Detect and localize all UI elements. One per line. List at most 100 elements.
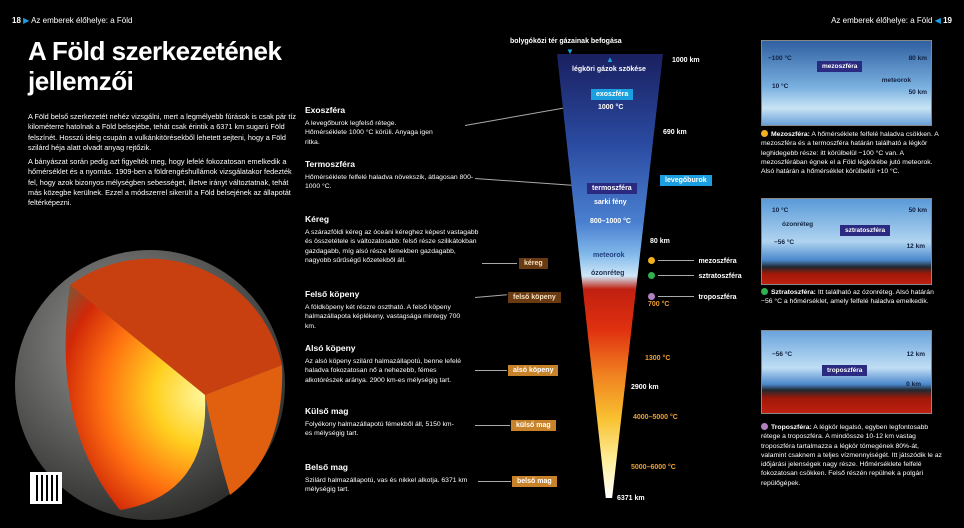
page-number: 18 [12, 16, 21, 25]
panel-label: −56 °C [774, 239, 795, 246]
panel-label: −56 °C [772, 351, 793, 358]
depth-label: 80 km [650, 238, 670, 245]
layer-crust: Kéreg A szárazföldi kéreg az óceáni kéreg… [305, 214, 505, 266]
layer-title: Termoszféra [305, 159, 355, 169]
layer-title: Felső köpeny [305, 289, 360, 299]
stratosphere-description: Sztratoszféra: Itt található az ózonréte… [761, 288, 946, 307]
qr-code[interactable] [30, 472, 62, 504]
legend-troposphere: troposzféra [648, 286, 737, 304]
panel-label: 12 km [906, 243, 925, 250]
upper-mantle-tag: felső köpeny [508, 292, 561, 303]
exosphere-temp: 1000 °C [598, 104, 624, 111]
panel-title-tag: troposzféra [822, 365, 868, 376]
depth-label: 690 km [663, 129, 687, 136]
triangle-left-icon: ◀ [934, 16, 941, 25]
arrow-down-icon: ▼ [566, 47, 574, 56]
layer-exosphere: Exoszféra A levegőburok legfelső rétege. … [305, 105, 505, 147]
description-text: A hőmérséklete felfelé haladva csökken. … [761, 131, 939, 176]
layer-outer-core: Külső mag Folyékony halmazállapotú fémekb… [305, 406, 505, 439]
panel-label: 50 km [908, 89, 927, 96]
paragraph: A bányászat során pedig azt figyelték me… [28, 157, 292, 208]
legend-label: troposzféra [698, 294, 737, 301]
running-title: Az emberek élőhelye: a Föld [831, 16, 933, 25]
thermosphere-temp: 800–1000 °C [590, 218, 631, 225]
stratosphere-panel: 10 °C ózonréteg −56 °C 50 km 12 km sztra… [761, 198, 932, 285]
earth-cutaway-illustration [15, 250, 285, 520]
running-title: Az emberek élőhelye: a Föld [31, 16, 133, 25]
temp-label: 700 °C [648, 301, 670, 308]
troposphere-panel: −56 °C 12 km 0 km troposzféra [761, 330, 932, 414]
cutaway-side [205, 365, 283, 495]
legend-label: sztratoszféra [698, 273, 742, 280]
layer-title: Belső mag [305, 462, 348, 472]
cutaway-front [65, 285, 206, 510]
stratosphere-dot-icon [761, 288, 768, 295]
panel-label: 50 km [908, 207, 927, 214]
connector-line [478, 481, 511, 482]
layer-text: A levegőburok legfelső rétege. Hőmérsékl… [305, 119, 433, 146]
connector-line [482, 263, 517, 264]
aurora-label: sarki fény [594, 199, 627, 206]
gas-escape-label: légköri gázok szökése [572, 66, 646, 73]
layer-text: A szárazföldi kéreg az óceáni kéreghez k… [305, 228, 479, 265]
description-text: A légkör legalsó, egyben legfontosabb ré… [761, 424, 942, 487]
panel-title-tag: sztratoszféra [840, 225, 891, 236]
description-heading: Sztratoszféra: [771, 289, 816, 296]
layer-inner-core: Belső mag Szilárd halmazállapotú, vas és … [305, 462, 505, 495]
gas-capture-label: bolygóközi tér gázainak befogása [510, 38, 622, 45]
atmosphere-tag: levegőburok [660, 175, 712, 186]
paragraph: A Föld belső szerkezetét nehéz vizsgálni… [28, 112, 297, 152]
panel-label: 10 °C [772, 207, 789, 214]
right-header: Az emberek élőhelye: a Föld ◀ 19 [831, 16, 952, 25]
arrow-up-icon: ▲ [606, 55, 614, 64]
mesosphere-description: Mezoszféra: A hőmérséklete felfelé halad… [761, 130, 946, 176]
layer-title: Kéreg [305, 214, 330, 224]
layer-upper-mantle: Felső köpeny A földköpeny két részre oszt… [305, 289, 505, 331]
connector-line [475, 370, 507, 371]
exosphere-tag: exoszféra [591, 89, 634, 100]
description-heading: Mezoszféra: [771, 131, 810, 138]
panel-label: 80 km [908, 55, 927, 62]
page-number: 19 [943, 16, 952, 25]
layer-text: A földköpeny két részre osztható. A fels… [305, 303, 461, 330]
temp-label: 4000–5000 °C [633, 414, 678, 421]
description-heading: Troposzféra: [771, 424, 812, 431]
panel-label: 10 °C [772, 83, 789, 90]
layer-title: Külső mag [305, 406, 349, 416]
lower-mantle-tag: alsó köpeny [508, 365, 559, 376]
temp-label: 5000–6000 °C [631, 464, 676, 471]
temp-label: 1300 °C [645, 355, 671, 362]
panel-label: ózonréteg [782, 221, 814, 228]
left-header: 18 ▶ Az emberek élőhelye: a Föld [12, 16, 132, 25]
layer-lower-mantle: Alsó köpeny Az alsó köpeny szilárd halmaz… [305, 343, 505, 385]
mesosphere-panel: −100 °C 10 °C 80 km 50 km meteorok mezos… [761, 40, 932, 126]
panel-title-tag: mezoszféra [817, 61, 863, 72]
connector-line [475, 425, 510, 426]
meteors-label: meteorok [593, 252, 625, 259]
description-text: Itt található az ózonréteg. Alsó határán… [761, 289, 934, 306]
depth-label: 6371 km [617, 495, 645, 502]
layer-title: Exoszféra [305, 105, 346, 115]
troposphere-dot-icon [761, 423, 768, 430]
panel-label: 0 km [906, 381, 921, 388]
panel-label: 12 km [906, 351, 925, 358]
crust-tag: kéreg [519, 258, 548, 269]
cutaway-top [70, 258, 282, 395]
layer-text: Hőmérséklete felfelé haladva növekszik, … [305, 173, 474, 191]
layer-text: Az alsó köpeny szilárd halmazállapotú, b… [305, 357, 462, 384]
outer-core-tag: külső mag [511, 420, 556, 431]
ozone-label: ózonréteg [591, 270, 625, 277]
troposphere-description: Troposzféra: A légkör legalsó, egyben le… [761, 423, 946, 488]
legend-mesosphere: mezoszféra [648, 250, 737, 268]
mesosphere-dot-icon [648, 257, 655, 264]
layer-title: Alsó köpeny [305, 343, 356, 353]
legend-stratosphere: sztratoszféra [648, 265, 742, 283]
legend-label: mezoszféra [698, 258, 737, 265]
troposphere-dot-icon [648, 293, 655, 300]
inner-core-tag: belső mag [512, 476, 557, 487]
layer-text: Folyékony halmazállapotú fémekből áll, 5… [305, 420, 454, 438]
depth-label: 1000 km [672, 57, 700, 64]
depth-label: 2900 km [631, 384, 659, 391]
layer-thermosphere: Termoszféra Hőmérséklete felfelé haladva … [305, 159, 505, 192]
page-title: A Föld szerkezetének jellemzői [28, 36, 282, 96]
